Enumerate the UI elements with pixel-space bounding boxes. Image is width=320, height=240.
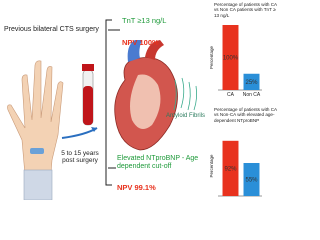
arrow [61, 127, 98, 139]
npv-bnp: NPV 99.1% [117, 183, 156, 192]
ntprobnp-label: Elevated NTproBNP - Age dependent cut-of… [117, 155, 199, 171]
bar [243, 73, 260, 90]
bar [222, 140, 239, 196]
value-label: 92% [224, 166, 237, 172]
x-tick-label: Non CA [243, 92, 261, 98]
y-axis-label: Percentage [209, 154, 214, 178]
npv-tnt: NPV 100% [122, 38, 159, 47]
value-label: 25% [245, 80, 258, 86]
x-tick-label: CA [227, 92, 235, 98]
page: {"labels": {"surgery": "Previous bilater… [4, 2, 277, 200]
interval-label: 5 to 15 years post surgery [61, 150, 99, 165]
value-label: 100% [223, 56, 239, 62]
arrow-head [91, 127, 97, 132]
surgery-label: Previous bilateral CTS surgery [4, 26, 99, 33]
fibrils-label: Amyloid Fibrils [166, 113, 206, 119]
chart-title: Percentage of patients with CA vs Non-CA… [214, 107, 277, 123]
y-axis-label: Percentage [209, 46, 214, 70]
tnt-label: TnT ≥13 ng/L [122, 16, 167, 25]
fibrils [173, 77, 198, 111]
bar [222, 25, 239, 90]
heart [114, 40, 178, 151]
value-label: 55% [245, 178, 258, 184]
bracket [105, 19, 112, 186]
hand [7, 60, 64, 200]
blood-tube [82, 64, 94, 126]
chart-title: Percentage of patients with CA vs Non CA… [214, 2, 277, 18]
bar [243, 163, 260, 196]
illustration: Percentage 100% CA 25% Non CA Percentage 92% 55… [7, 19, 262, 200]
